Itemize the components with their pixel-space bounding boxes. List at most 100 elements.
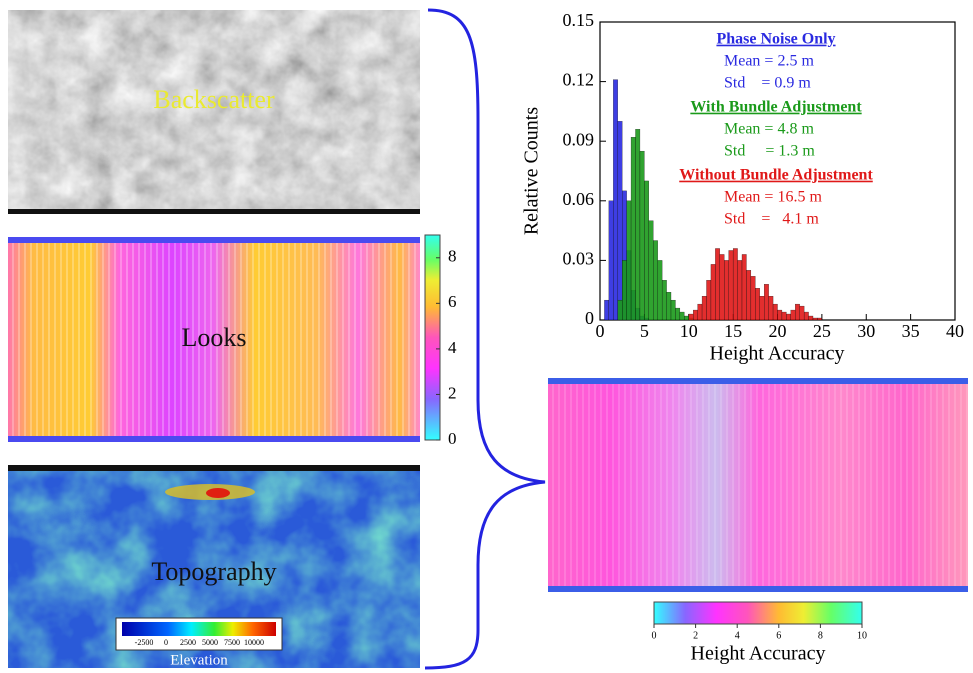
histogram-bar xyxy=(608,200,614,321)
histogram-bar xyxy=(799,305,805,321)
colorbar-label: Height Accuracy xyxy=(691,643,826,665)
colorbar-tick-label: 5000 xyxy=(202,638,218,647)
histogram-bar xyxy=(604,299,610,321)
elevation-colorbar xyxy=(122,622,276,636)
colorbar-tick-label: 8 xyxy=(448,247,457,266)
map-edge xyxy=(8,465,420,471)
histogram-bar xyxy=(719,254,725,321)
histogram-bar xyxy=(622,260,627,321)
colorbar-tick-label: 0 xyxy=(448,429,457,448)
colorbar-tick-label: 2500 xyxy=(180,638,196,647)
height-colorbar xyxy=(653,601,863,625)
y-axis-label: Relative Counts xyxy=(521,107,543,236)
histogram-bar xyxy=(764,284,769,321)
x-tick-label: 5 xyxy=(640,321,649,341)
histogram-bar xyxy=(724,260,729,321)
histogram-bar xyxy=(781,311,787,321)
x-tick-label: 10 xyxy=(680,321,698,341)
y-tick-label: 0.12 xyxy=(563,70,595,90)
histogram-bar xyxy=(635,129,641,321)
legend-entry: Without Bundle Adjustment xyxy=(679,167,873,184)
annotation: Mean = 4.8 m xyxy=(724,121,814,138)
histogram-bar xyxy=(701,296,707,321)
panel-label: Looks xyxy=(182,323,247,352)
colorbar-tick-label: 10 xyxy=(857,630,867,641)
histogram-bar xyxy=(746,270,752,321)
histogram-bar xyxy=(768,296,774,321)
x-tick-label: 30 xyxy=(857,321,875,341)
histogram-bar xyxy=(790,309,796,321)
x-tick-label: 25 xyxy=(813,321,831,341)
histogram-bar xyxy=(728,250,734,321)
colorbar-tick-label: 10000 xyxy=(244,638,264,647)
colorbar-tick-label: 4 xyxy=(735,630,740,641)
annotation: Std = 0.9 m xyxy=(724,75,811,92)
map-edge xyxy=(548,378,968,384)
height-texture xyxy=(548,378,968,592)
colorbar-tick-label: -2500 xyxy=(135,638,154,647)
histogram-bar xyxy=(693,309,698,321)
histogram-bar xyxy=(750,276,756,321)
colorbar-tick-label: 0 xyxy=(164,638,168,647)
histogram-bar xyxy=(639,150,645,321)
histogram-bar xyxy=(613,79,618,321)
histogram-bar xyxy=(688,313,694,321)
x-tick-label: 15 xyxy=(724,321,742,341)
histogram-bar xyxy=(710,264,716,321)
panel-label: Backscatter xyxy=(153,85,275,114)
histogram-bar xyxy=(737,260,743,321)
colorbar-tick-label: 8 xyxy=(818,630,823,641)
histogram-bar xyxy=(812,317,818,321)
histogram-bar xyxy=(666,292,672,321)
annotation: Std = 1.3 m xyxy=(724,143,815,160)
x-tick-label: 35 xyxy=(902,321,920,341)
histogram-bar xyxy=(661,280,667,321)
map-edge xyxy=(548,586,968,592)
histogram-bar xyxy=(617,299,623,321)
x-tick-label: 0 xyxy=(596,321,605,341)
histogram-bar xyxy=(675,307,681,321)
histogram-bar xyxy=(741,254,747,321)
map-edge xyxy=(8,436,420,442)
histogram-bar xyxy=(653,240,658,321)
histogram-bar xyxy=(755,288,760,321)
legend-entry: Phase Noise Only xyxy=(716,31,835,48)
annotation: Mean = 16.5 m xyxy=(724,189,822,206)
histogram-bar xyxy=(684,315,689,321)
colorbar-tick-label: 0 xyxy=(652,630,657,641)
histogram-bar xyxy=(777,309,783,321)
colorbar-tick-label: 2 xyxy=(448,383,457,402)
colorbar-label: Elevation xyxy=(170,652,228,668)
histogram-bar xyxy=(670,299,676,321)
histogram-bar xyxy=(786,313,791,321)
y-tick-label: 0.15 xyxy=(563,10,595,30)
histogram-bar xyxy=(679,311,685,321)
annotation: Mean = 2.5 m xyxy=(724,53,814,70)
histogram-bar xyxy=(697,303,703,321)
colorbar-tick-label: 4 xyxy=(448,338,457,357)
histogram-bar xyxy=(617,121,623,321)
histogram-bar xyxy=(803,311,809,321)
backscatter-map xyxy=(8,10,420,213)
histogram-bar xyxy=(732,248,738,321)
colorbar-tick-label: 7500 xyxy=(224,638,240,647)
histogram-bar xyxy=(808,315,814,321)
histogram-bar xyxy=(715,248,720,321)
histogram-bar xyxy=(648,220,654,321)
map-edge xyxy=(8,209,420,214)
annotation: Std = 4.1 m xyxy=(724,211,819,228)
x-tick-label: 20 xyxy=(769,321,787,341)
x-axis-label: Height Accuracy xyxy=(710,343,845,365)
histogram-bar xyxy=(759,296,765,321)
brace xyxy=(424,8,546,670)
y-tick-label: 0.03 xyxy=(563,249,595,269)
histogram-bar xyxy=(706,280,712,321)
colorbar-tick-label: 6 xyxy=(776,630,781,641)
y-tick-label: 0.06 xyxy=(563,189,595,209)
histogram-bar xyxy=(657,260,663,321)
panel-label: Topography xyxy=(151,557,276,586)
histogram-bar xyxy=(626,200,632,321)
histogram-bar xyxy=(644,180,649,321)
x-tick-label: 40 xyxy=(946,321,964,341)
